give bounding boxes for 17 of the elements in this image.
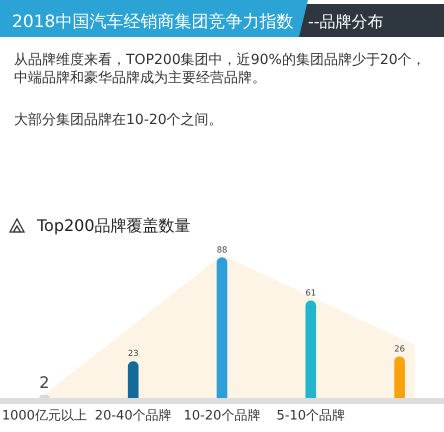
data-label: 23 [128, 348, 139, 358]
bar [216, 257, 228, 398]
text: 从品牌维度来看，TOP200集团中，近90%的集团品牌少于20个，中端品牌和豪华品牌成为主要经营品牌。 [14, 52, 426, 86]
x-tick-label: 1000亿元以上 [2, 408, 87, 424]
bar [305, 300, 316, 398]
chart-subtitle: --品牌分布 [308, 12, 384, 31]
x-tick-label: 5-10个品牌 [276, 408, 346, 424]
bar [128, 361, 139, 398]
x-tick-label: 10-20个品牌 [184, 408, 260, 424]
bar [394, 356, 405, 398]
data-label: 88 [216, 244, 228, 254]
data-label: 26 [394, 343, 405, 354]
x-tick-label: 20-40个品牌 [94, 408, 172, 424]
text: 大部分集团品牌在10-20个之间。 [14, 112, 223, 128]
data-label: 2 [39, 372, 50, 392]
data-label: 61 [305, 287, 316, 298]
text: Top200品牌覆盖数量 [36, 216, 191, 235]
